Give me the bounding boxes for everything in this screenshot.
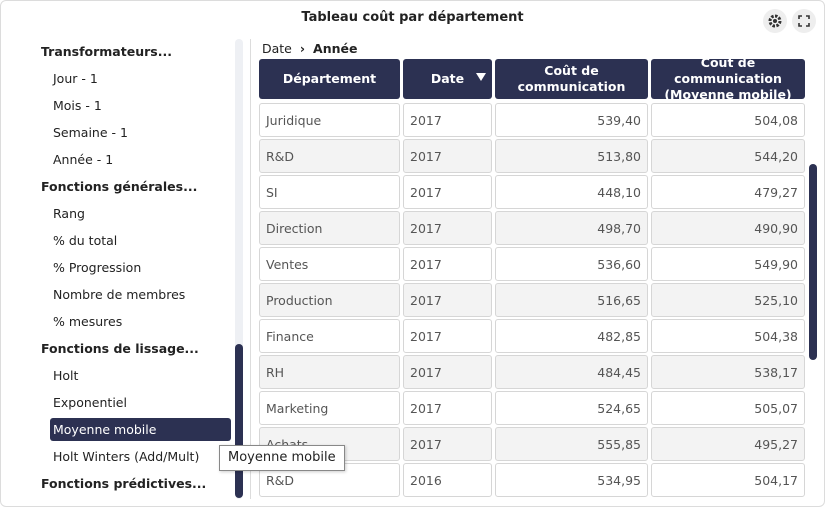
table-cell: 479,27 [651,175,805,209]
column-header[interactable]: Département [259,59,400,99]
breadcrumb-current: Année [313,41,358,56]
table-cell: 2017 [403,391,492,425]
menu-item[interactable]: Holt [53,368,79,383]
table-cell: 2017 [403,139,492,173]
table-cell: 482,85 [495,319,648,353]
table-cell: 498,70 [495,211,648,245]
table-cell: 2017 [403,211,492,245]
table-cell: Ventes [259,247,400,281]
fullscreen-button[interactable] [792,9,816,33]
menu-item[interactable]: Moyenne mobile [50,418,231,441]
table-cell: SI [259,175,400,209]
table-cell: 555,85 [495,427,648,461]
menu-group-title[interactable]: Fonctions prédictives... [41,476,207,491]
table-cell: 2016 [403,463,492,497]
menu-group-title[interactable]: Fonctions de lissage... [41,341,199,356]
column-header-label: Coût de communication [517,63,626,94]
breadcrumb-separator: › [299,41,306,56]
tooltip: Moyenne mobile [219,445,345,471]
column-header[interactable]: Coût de communication (Moyenne mobile) [651,57,805,102]
table-cell: Finance [259,319,400,353]
table-cell: Production [259,283,400,317]
table-cell: 544,20 [651,139,805,173]
table-cell: 513,80 [495,139,648,173]
table-cell: 2017 [403,175,492,209]
table-cell: 2017 [403,355,492,389]
table-cell: 505,07 [651,391,805,425]
menu-item[interactable]: % Progression [53,260,142,275]
table-cell: 495,27 [651,427,805,461]
widget-title: Tableau coût par département [301,10,524,25]
table-cell: 490,90 [651,211,805,245]
table-cell: R&D [259,139,400,173]
table-cell: 539,40 [495,103,648,137]
table-cell: 2017 [403,319,492,353]
table-cell: Marketing [259,391,400,425]
settings-button[interactable] [763,9,787,33]
menu-scrollbar[interactable] [235,39,243,499]
breadcrumb: Date › Année [262,41,357,56]
table-cell: RH [259,355,400,389]
breadcrumb-parent[interactable]: Date [262,41,292,56]
table-cell: 536,60 [495,247,648,281]
table-cell: 504,08 [651,103,805,137]
column-header-label: Coût de communication (Moyenne mobile) [664,57,792,102]
sort-indicator [476,73,486,81]
table-cell: Juridique [259,103,400,137]
table-scrollbar-thumb[interactable] [809,164,817,360]
menu-item[interactable]: Année - 1 [53,152,114,167]
menu-item[interactable]: % du total [53,233,118,248]
column-header-label: Département [282,71,377,86]
settings-icon [768,14,782,28]
data-table: Département Date Coût de communication Coût… [257,57,807,500]
table-cell: 2017 [403,103,492,137]
table-cell: 448,10 [495,175,648,209]
table-cell: 538,17 [651,355,805,389]
table-cell: 534,95 [495,463,648,497]
menu-item[interactable]: Semaine - 1 [53,125,128,140]
column-header[interactable]: Coût de communication [495,59,648,99]
table-cell: 549,90 [651,247,805,281]
column-header[interactable]: Date [403,59,492,99]
menu-group-title[interactable]: Fonctions générales... [41,179,198,194]
table-cell: Direction [259,211,400,245]
menu-item[interactable]: % mesures [53,314,123,329]
table-cell: 524,65 [495,391,648,425]
menu-item[interactable]: Mois - 1 [53,98,102,113]
menu-item[interactable]: Holt Winters (Add/Mult) [53,449,200,464]
table-cell: 2017 [403,283,492,317]
table-cell: 2017 [403,427,492,461]
menu-item[interactable]: Nombre de membres [53,287,186,302]
menu-scrollbar-thumb[interactable] [235,344,243,498]
table-cell: 504,17 [651,463,805,497]
menu-item[interactable]: Exponentiel [53,395,127,410]
table-cell: 2017 [403,247,492,281]
table-cell: 525,10 [651,283,805,317]
fullscreen-icon [798,15,810,27]
menu-item[interactable]: Rang [53,206,85,221]
table-cell: 516,65 [495,283,648,317]
divider [250,39,251,499]
menu-item[interactable]: Jour - 1 [53,71,98,86]
table-cell: 504,38 [651,319,805,353]
table-cell: 484,45 [495,355,648,389]
menu-group-title[interactable]: Transformateurs... [41,44,172,59]
column-header-label: Date [430,71,465,86]
function-menu: Transformateurs... Jour - 1 Mois - 1 Semain… [1,39,233,499]
